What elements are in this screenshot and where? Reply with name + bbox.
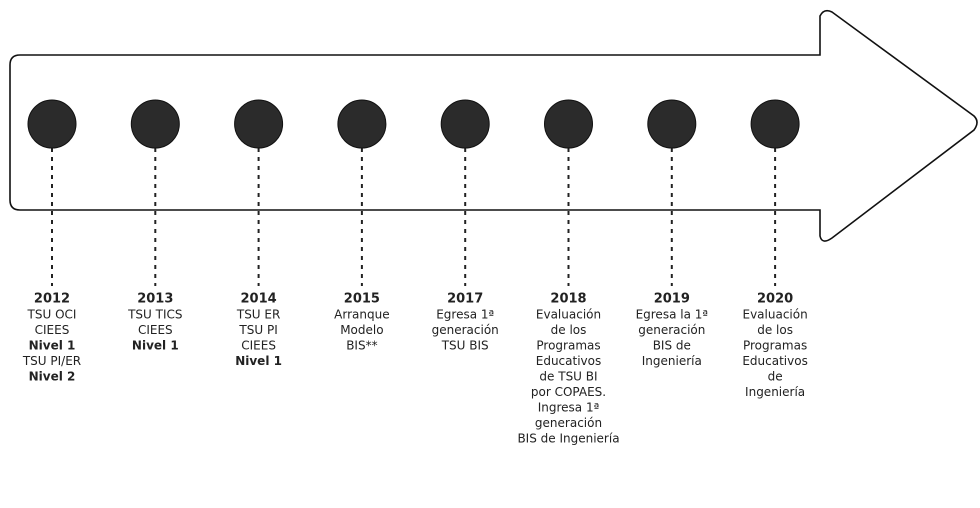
event-text: de xyxy=(768,370,783,384)
event-text: por COPAES. xyxy=(531,385,606,399)
event-text: Educativos xyxy=(536,354,602,368)
arrow xyxy=(9,9,978,242)
event-text: de los xyxy=(757,323,793,337)
event-text: Nivel 2 xyxy=(29,370,76,384)
event-year: 2019 xyxy=(654,292,690,307)
event-year: 2014 xyxy=(241,292,277,307)
event-year: 2017 xyxy=(447,292,483,307)
event-text: CIEES xyxy=(241,339,276,353)
event-text: TSU PI xyxy=(238,323,277,337)
milestone-dot xyxy=(27,99,77,149)
event-text: Evaluación xyxy=(742,308,807,322)
event-text: TSU TICS xyxy=(127,308,182,322)
milestone-dot xyxy=(750,99,800,149)
milestone-dot xyxy=(440,99,490,149)
milestone-dot xyxy=(337,99,387,149)
event-text: Egresa la 1ª xyxy=(636,308,708,322)
milestone-dot xyxy=(544,99,593,149)
event-text: Educativos xyxy=(742,354,808,368)
event-text: Ingresa 1ª xyxy=(538,401,600,415)
milestone-dot xyxy=(130,99,180,149)
event-text: Programas xyxy=(536,339,600,353)
event-year: 2015 xyxy=(344,292,380,307)
event-text: BIS** xyxy=(346,339,377,353)
event-text: Ingeniería xyxy=(745,385,805,399)
event-text: Ingeniería xyxy=(642,354,702,368)
event-text: generación xyxy=(638,323,705,337)
event-text: TSU BIS xyxy=(441,339,489,353)
event-text: Modelo xyxy=(340,323,383,337)
event-text: CIEES xyxy=(138,323,173,337)
event-text: BIS de xyxy=(653,339,691,353)
event-text: generación xyxy=(535,416,602,430)
event-year: 2020 xyxy=(757,292,793,307)
event-text: Evaluación xyxy=(536,308,601,322)
event-year: 2012 xyxy=(34,292,70,307)
event-year: 2013 xyxy=(137,292,173,307)
event-text: Nivel 1 xyxy=(29,339,76,353)
event-text: Arranque xyxy=(334,308,389,322)
event-text: TSU PI/ER xyxy=(22,354,81,368)
event-text: BIS de Ingeniería xyxy=(517,432,619,446)
event-text: Nivel 1 xyxy=(132,339,179,353)
event-text: de los xyxy=(551,323,587,337)
milestone-dot xyxy=(647,99,697,149)
event-text: Egresa 1ª xyxy=(436,308,494,322)
event-text: Nivel 1 xyxy=(235,354,282,368)
event-text: generación xyxy=(432,323,499,337)
milestone-dot xyxy=(234,99,284,149)
event-year: 2018 xyxy=(550,292,586,307)
event-text: TSU OCI xyxy=(27,308,77,322)
event-text: TSU ER xyxy=(236,308,280,322)
event-text: CIEES xyxy=(35,323,70,337)
event-text: Programas xyxy=(743,339,807,353)
event-text: de TSU BI xyxy=(539,370,597,384)
